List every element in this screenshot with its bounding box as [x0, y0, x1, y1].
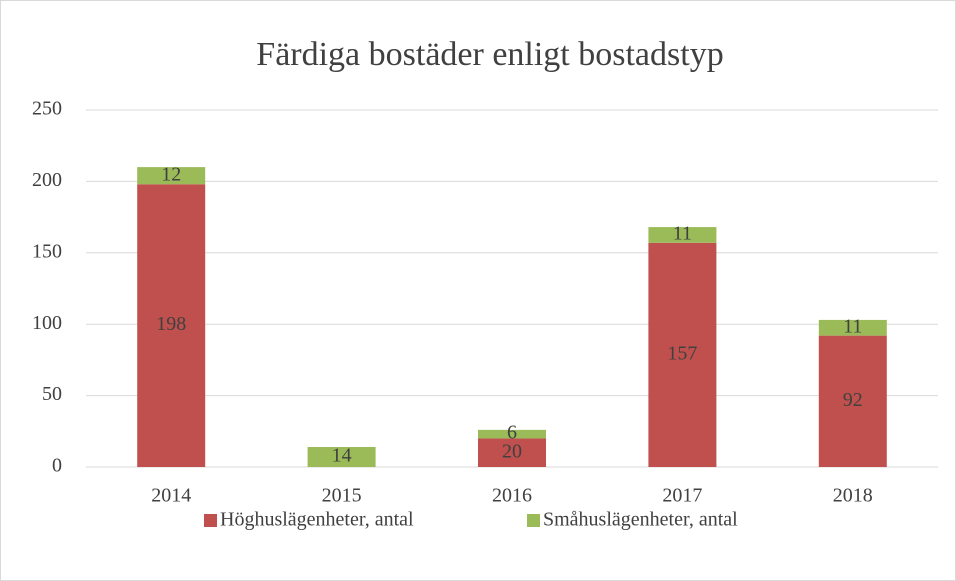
chart-title: Färdiga bostäder enligt bostadstyp — [256, 36, 723, 73]
bar-segment — [307, 447, 376, 467]
bar-segment — [137, 167, 206, 185]
x-tick-label: 2015 — [322, 485, 362, 507]
x-tick-label: 2017 — [662, 485, 702, 507]
legend-label: Höghuslägenheter, antal — [220, 509, 414, 531]
x-tick-label: 2016 — [492, 485, 532, 507]
y-tick-label: 200 — [32, 169, 62, 191]
data-label: 14 — [332, 445, 352, 467]
data-label: 11 — [843, 315, 862, 337]
y-tick-label: 150 — [32, 240, 62, 262]
legend-swatch — [527, 514, 540, 527]
bar-segment — [648, 227, 717, 243]
data-label: 20 — [502, 440, 522, 462]
data-label: 157 — [667, 342, 697, 364]
bar-segment — [648, 242, 717, 467]
data-label: 198 — [156, 313, 186, 335]
y-tick-label: 50 — [42, 383, 62, 405]
data-label: 92 — [843, 389, 863, 411]
y-tick-label: 0 — [52, 455, 62, 477]
data-label: 6 — [507, 422, 517, 444]
bar-segment — [478, 438, 546, 467]
data-label: 11 — [673, 223, 692, 245]
bar-segment — [818, 335, 887, 467]
legend-swatch — [204, 514, 217, 527]
x-tick-label: 2018 — [833, 485, 873, 507]
legend-label: Småhuslägenheter, antal — [543, 509, 738, 531]
bar-segment — [818, 319, 887, 336]
y-tick-label: 250 — [32, 98, 62, 120]
bar-segment — [478, 429, 546, 439]
x-tick-label: 2014 — [151, 485, 191, 507]
y-tick-label: 100 — [32, 312, 62, 334]
bar-segment — [137, 184, 206, 468]
data-label: 12 — [161, 163, 181, 185]
